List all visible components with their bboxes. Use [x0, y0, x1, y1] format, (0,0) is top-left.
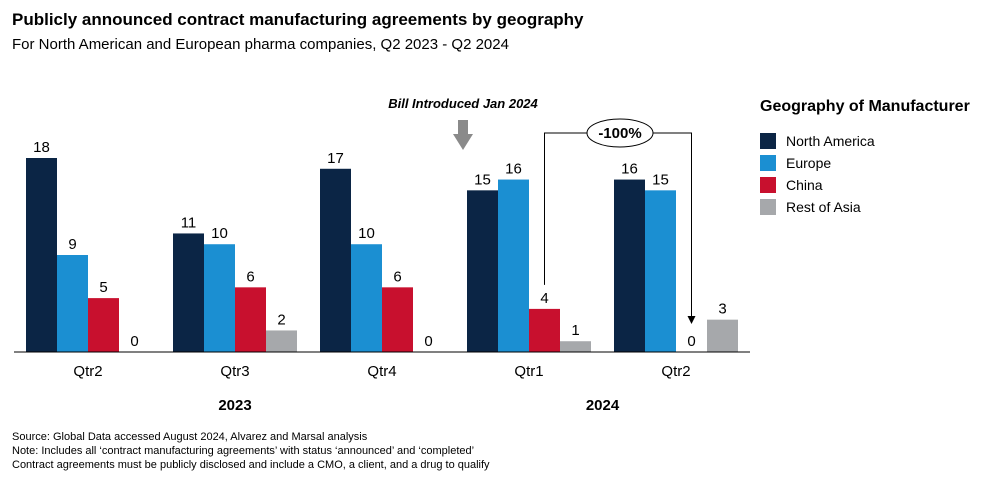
legend-item-europe: Europe	[760, 152, 970, 174]
chart-subtitle: For North American and European pharma c…	[12, 36, 509, 53]
x-tick-label: Qtr1	[514, 363, 543, 380]
x-tick-label: Qtr2	[73, 363, 102, 380]
bar-europe-4	[645, 190, 676, 352]
data-label: 0	[130, 333, 138, 350]
bar-rest-of-asia-1	[266, 330, 297, 352]
data-label: 15	[474, 171, 491, 188]
legend-swatch	[760, 155, 776, 171]
data-label: 5	[99, 279, 107, 296]
year-label: 2024	[586, 397, 620, 414]
data-label: 10	[358, 225, 375, 242]
legend-item-rest-of-asia: Rest of Asia	[760, 196, 970, 218]
bar-north-america-2	[320, 168, 351, 352]
year-label: 2023	[218, 397, 251, 414]
data-label: 2	[277, 311, 285, 328]
data-label: 9	[68, 236, 76, 253]
bracket-arrowhead-icon	[687, 316, 696, 324]
legend-label: Rest of Asia	[786, 199, 861, 215]
data-label: 16	[505, 161, 522, 178]
bar-china-3	[529, 308, 560, 352]
legend-swatch	[760, 177, 776, 193]
bar-china-1	[235, 287, 266, 352]
data-label: 3	[718, 301, 726, 318]
bar-china-0	[88, 298, 119, 352]
bar-north-america-4	[614, 179, 645, 352]
bar-europe-1	[204, 244, 235, 352]
data-label: 18	[33, 139, 50, 156]
data-label: 17	[327, 150, 344, 167]
data-label: 4	[540, 290, 548, 307]
x-tick-label: Qtr2	[661, 363, 690, 380]
bar-chart: 18 11 17 15 16 9 10 10 16 15 5 6 6 4 0 0 2 0 1 3 Qtr2 Qtr3 Qtr…	[14, 96, 750, 414]
legend-swatch	[760, 133, 776, 149]
data-label: 0	[687, 333, 695, 350]
chart-title: Publicly announced contract manufacturin…	[12, 10, 584, 29]
bar-china-2	[382, 287, 413, 352]
bar-europe-3	[498, 179, 529, 352]
bar-rest-of-asia-4	[707, 319, 738, 352]
x-tick-label: Qtr3	[220, 363, 249, 380]
bar-north-america-3	[467, 190, 498, 352]
data-label: 15	[652, 171, 669, 188]
legend-label: Europe	[786, 155, 832, 171]
data-label: 6	[393, 268, 401, 285]
bar-europe-2	[351, 244, 382, 352]
legend-item-north-america: North America	[760, 130, 970, 152]
data-label: 16	[621, 161, 638, 178]
change-badge	[586, 118, 654, 148]
legend-label: North America	[786, 133, 875, 149]
legend-swatch	[760, 199, 776, 215]
event-annotation: Bill Introduced Jan 2024	[388, 96, 538, 111]
footnotes: Source: Global Data accessed August 2024…	[12, 430, 490, 472]
bar-north-america-1	[173, 233, 204, 352]
legend: Geography of Manufacturer North America E…	[760, 98, 970, 218]
legend-title: Geography of Manufacturer	[760, 98, 970, 115]
bar-europe-0	[57, 255, 88, 352]
x-tick-label: Qtr4	[367, 363, 396, 380]
footnote-note: Note: Includes all ‘contract manufacturi…	[12, 445, 475, 457]
legend-item-china: China	[760, 174, 970, 196]
bar-north-america-0	[26, 158, 57, 352]
down-arrow-icon	[453, 120, 473, 150]
footnote-source: Source: Global Data accessed August 2024…	[12, 431, 368, 443]
data-label: 0	[424, 333, 432, 350]
data-label: 1	[571, 322, 579, 339]
data-label: 11	[181, 214, 197, 231]
change-badge-label: -100%	[598, 125, 641, 142]
data-label: 10	[211, 225, 228, 242]
bar-rest-of-asia-3	[560, 341, 591, 352]
data-label: 6	[246, 268, 254, 285]
legend-label: China	[786, 177, 823, 193]
footnote-criteria: Contract agreements must be publicly dis…	[12, 459, 490, 471]
